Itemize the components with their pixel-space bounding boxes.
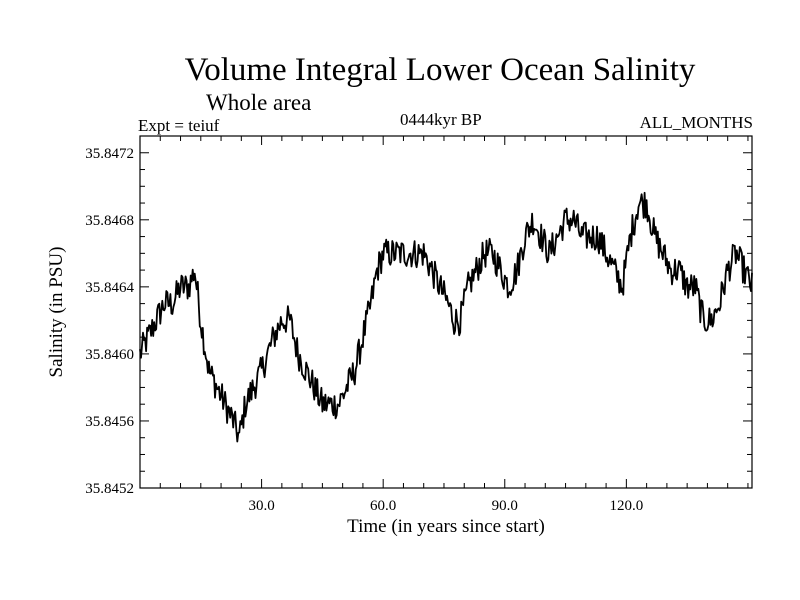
x-axis-label: Time (in years since start) [347,516,545,537]
series-group [139,191,753,443]
x-tick-label: 120.0 [609,498,643,514]
x-tick-label: 30.0 [248,498,274,514]
y-tick-label: 35.8460 [85,347,134,363]
y-tick-label: 35.8452 [85,481,134,497]
chart-subtitle: Whole area [206,90,312,115]
tick-labels: 35.8452 35.8456 35.8460 35.8464 35.8468 35.84… [85,146,643,514]
plot-frame [139,135,753,489]
y-tick-label: 35.8472 [85,146,134,162]
x-tick-label: 90.0 [492,498,518,514]
experiment-label: Expt = teiuf [138,116,220,135]
y-tick-label: 35.8468 [85,213,134,229]
y-axis-label: Salinity (in PSU) [46,247,67,378]
period-label: 0444kyr BP [400,110,482,129]
y-tick-label: 35.8464 [85,280,134,296]
axis-ticks [140,136,752,489]
x-tick-label: 60.0 [370,498,396,514]
chart-title: Volume Integral Lower Ocean Salinity [184,52,696,88]
months-label: ALL_MONTHS [639,113,753,132]
y-tick-label: 35.8456 [85,414,134,430]
salinity-series-line [139,191,753,443]
